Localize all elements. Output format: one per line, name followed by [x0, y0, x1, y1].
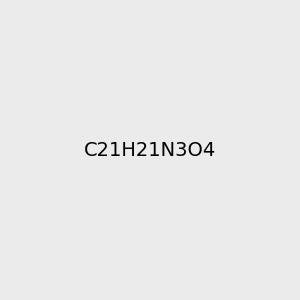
Text: C21H21N3O4: C21H21N3O4: [84, 140, 216, 160]
